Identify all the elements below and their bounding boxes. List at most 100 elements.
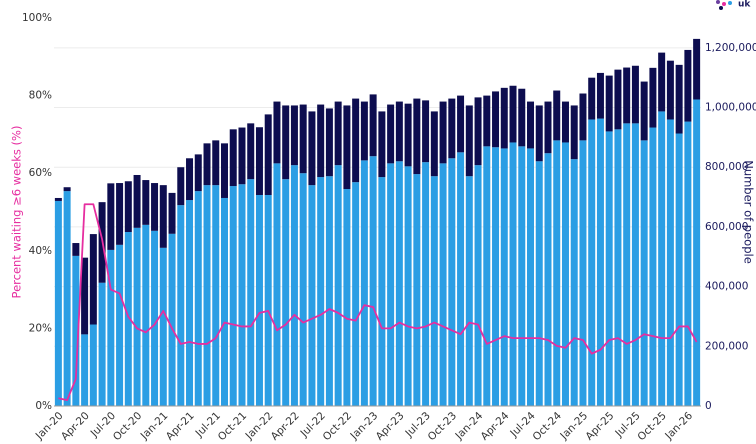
bar — [247, 123, 255, 180]
y2-tick-label: 400,000 — [705, 281, 748, 293]
bar — [151, 230, 159, 406]
bar — [63, 187, 71, 192]
bar — [413, 98, 421, 175]
line — [58, 203, 698, 402]
bar — [343, 189, 351, 406]
bar — [404, 166, 412, 406]
bar — [325, 108, 333, 177]
bar — [54, 200, 62, 406]
bar — [89, 324, 97, 406]
bar — [220, 143, 228, 198]
bar — [290, 165, 298, 406]
y-tick-label: 100% — [22, 12, 52, 24]
bar — [596, 118, 604, 406]
bar — [177, 205, 185, 406]
bar — [544, 153, 552, 406]
bar — [518, 88, 526, 147]
bar — [649, 127, 657, 406]
bar — [518, 146, 526, 407]
bar — [527, 148, 535, 407]
bar — [684, 121, 692, 406]
bar — [422, 100, 430, 163]
bar — [588, 119, 596, 406]
y2-tick-label: 200,000 — [705, 340, 748, 352]
bar — [666, 119, 674, 406]
bar — [107, 249, 115, 406]
bar — [203, 143, 211, 186]
logo-text: uk — [738, 0, 751, 10]
bar — [159, 185, 167, 248]
bar — [151, 183, 159, 231]
x-tick-label: Oct-20 — [111, 410, 144, 443]
logo-dot — [722, 2, 726, 6]
bar — [159, 247, 167, 406]
bar — [203, 185, 211, 406]
bar — [54, 197, 62, 201]
bar — [317, 177, 325, 406]
y2-tick-label: 600,000 — [705, 221, 748, 233]
x-tick-label: Oct-24 — [531, 410, 565, 444]
bar — [474, 97, 482, 166]
bar — [623, 67, 631, 124]
y-axis-label: Percent waiting ≥6 weeks (%) — [10, 126, 24, 299]
y2-tick-label: 0 — [705, 400, 712, 412]
bar — [282, 179, 290, 406]
x-tick-label: Jan-26 — [662, 410, 695, 443]
y2-tick-label: 1,000,000 — [705, 102, 756, 114]
bar — [142, 180, 150, 225]
bar — [124, 181, 132, 232]
bar — [614, 69, 622, 130]
bar — [124, 231, 132, 406]
bar — [98, 282, 106, 406]
bar — [535, 161, 543, 406]
bar — [238, 184, 246, 406]
bar — [535, 105, 543, 162]
bar — [168, 192, 176, 234]
bar — [693, 99, 701, 406]
bar — [492, 91, 500, 148]
bar — [623, 123, 631, 406]
bar — [465, 105, 473, 177]
x-tick-label: Jan-23 — [348, 410, 381, 443]
bar — [465, 176, 473, 406]
bar — [247, 179, 255, 406]
bar — [483, 146, 491, 407]
bar — [264, 114, 272, 195]
bar — [334, 165, 342, 406]
y-tick-label: 60% — [29, 167, 52, 179]
bar — [561, 101, 569, 143]
bar — [631, 65, 639, 124]
bar — [457, 95, 465, 153]
bar — [194, 191, 202, 406]
bar — [308, 185, 316, 406]
logo-dot — [728, 1, 732, 5]
bar — [430, 176, 438, 406]
bar — [255, 127, 263, 195]
bar — [369, 156, 377, 406]
bar — [133, 227, 141, 406]
bar — [605, 131, 613, 406]
bar — [640, 140, 648, 406]
bar — [509, 85, 517, 143]
bar — [387, 104, 395, 164]
bar — [395, 101, 403, 162]
y2-axis-label: Number of people — [742, 160, 756, 264]
bar — [500, 148, 508, 407]
bar — [116, 244, 124, 406]
bar — [570, 105, 578, 160]
bar — [378, 111, 386, 178]
bar — [570, 159, 578, 406]
y-tick-label: 80% — [29, 90, 52, 102]
x-tick-label: Oct-25 — [635, 410, 668, 443]
bar — [675, 64, 683, 134]
bar — [684, 49, 692, 122]
bar — [273, 101, 281, 164]
bar — [527, 101, 535, 149]
x-tick-label: Apr-24 — [479, 410, 512, 443]
bar — [605, 75, 613, 132]
bar — [579, 93, 587, 141]
bar — [579, 140, 587, 406]
bar — [649, 67, 657, 128]
bar — [107, 183, 115, 250]
